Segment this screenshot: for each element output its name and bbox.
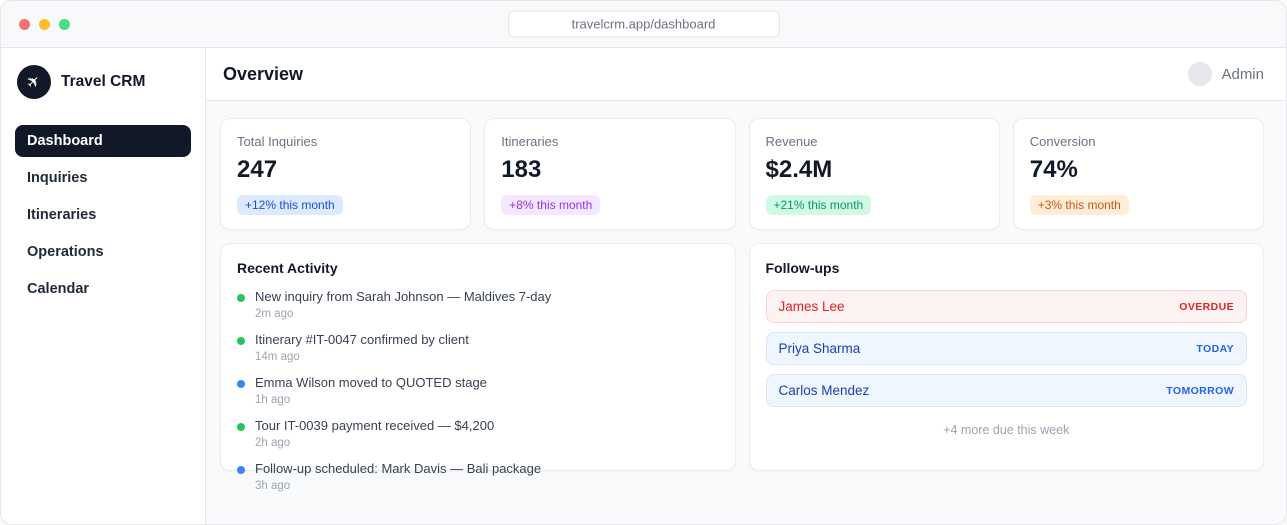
activity-text: Follow-up scheduled: Mark Davis — Bali p… [255,460,542,476]
activity-text: Tour IT-0039 payment received — $4,200 [255,417,495,433]
stat-label: Total Inquiries [237,134,318,149]
sidebar-nav: Dashboard Inquiries Itineraries Operatio… [15,125,191,305]
stat-label: Itineraries [501,134,559,149]
stat-trend-badge: +8% this month [501,195,601,215]
plane-icon: ✈ [17,65,51,99]
stat-value: 183 [501,156,542,183]
activity-dot-icon [237,465,245,474]
sidebar-item-inquiries[interactable]: Inquiries [27,170,88,186]
panels-row: Recent Activity New inquiry from Sarah J… [220,243,1264,492]
activity-time: 2m ago [255,307,294,320]
followups-title: Follow-ups [765,260,840,276]
main-area: Overview Admin Total Inquiries 247 +12% … [206,48,1286,524]
recent-activity-title: Recent Activity [237,260,338,276]
minimize-button[interactable] [39,18,50,30]
dashboard-content: Total Inquiries 247 +12% this month Itin… [206,101,1286,492]
activity-text: New inquiry from Sarah Johnson — Maldive… [255,289,552,304]
stat-value: 247 [237,156,278,183]
stat-label: Revenue [765,134,818,149]
followup-name: Carlos Mendez [778,383,870,398]
activity-item: New inquiry from Sarah Johnson — Maldive… [237,289,719,320]
followup-due-badge: TOMORROW [1166,384,1234,397]
browser-topbar: travelcrm.app/dashboard [1,1,1286,48]
avatar [1188,62,1213,86]
stat-label: Conversion [1029,134,1096,149]
brand: ✈ Travel CRM [17,65,189,99]
activity-text: Itinerary #IT-0047 confirmed by client [255,331,469,347]
page-title: Overview [223,63,304,84]
activity-item: Tour IT-0039 payment received — $4,200 2… [237,417,719,449]
followup-due-badge: TODAY [1196,342,1234,355]
activity-dot-icon [237,422,245,431]
followups-panel: Follow-ups James Lee OVERDUE Priya Sharm… [748,243,1264,471]
stat-card-conversion: Conversion 74% +3% this month [1012,118,1264,230]
sidebar-item-operations[interactable]: Operations [27,244,104,260]
user-menu[interactable]: Admin [1188,62,1264,86]
stat-trend-badge: +21% this month [765,195,872,215]
stat-value: $2.4M [765,156,833,183]
stat-card-itineraries: Itineraries 183 +8% this month [484,118,736,230]
activity-dot-icon [237,336,245,345]
activity-item: Itinerary #IT-0047 confirmed by client 1… [237,331,719,363]
activity-time: 2h ago [255,436,291,449]
activity-time: 14m ago [255,350,300,363]
stat-trend-badge: +3% this month [1029,195,1129,215]
stat-card-total-inquiries: Total Inquiries 247 +12% this month [220,118,472,230]
activity-item: Emma Wilson moved to QUOTED stage 1h ago [237,374,719,406]
followup-row-james-lee[interactable]: James Lee OVERDUE [765,290,1247,323]
traffic-lights [19,18,70,30]
activity-dot-icon [237,294,245,302]
stat-trend-badge: +12% this month [237,195,343,215]
sidebar: ✈ Travel CRM Dashboard Inquiries Itinera… [1,48,206,524]
activity-time: 1h ago [255,393,291,406]
followup-name: Priya Sharma [778,341,861,356]
activity-time: 3h ago [255,479,291,492]
close-button[interactable] [19,18,30,30]
sidebar-item-itineraries[interactable]: Itineraries [27,207,97,223]
stat-card-revenue: Revenue $2.4M +21% this month [748,118,1000,230]
followups-footer: +4 more due this week [943,423,1070,437]
followup-name: James Lee [778,299,845,314]
zoom-button[interactable] [59,18,70,30]
followup-row-carlos-mendez[interactable]: Carlos Mendez TOMORROW [765,374,1247,407]
followup-row-priya-sharma[interactable]: Priya Sharma TODAY [765,332,1247,365]
sidebar-item-dashboard[interactable]: Dashboard [15,125,191,157]
stats-row: Total Inquiries 247 +12% this month Itin… [220,118,1264,230]
followup-due-badge: OVERDUE [1179,300,1234,313]
brand-name: Travel CRM [61,73,146,90]
url-bar[interactable]: travelcrm.app/dashboard [507,10,780,38]
user-name: Admin [1221,65,1264,83]
page-header: Overview Admin [206,48,1286,101]
activity-item: Follow-up scheduled: Mark Davis — Bali p… [237,460,719,492]
activity-dot-icon [237,379,245,388]
activity-text: Emma Wilson moved to QUOTED stage [255,374,487,390]
recent-activity-panel: Recent Activity New inquiry from Sarah J… [220,243,736,492]
sidebar-item-calendar[interactable]: Calendar [27,281,90,297]
stat-value: 74% [1029,156,1078,183]
